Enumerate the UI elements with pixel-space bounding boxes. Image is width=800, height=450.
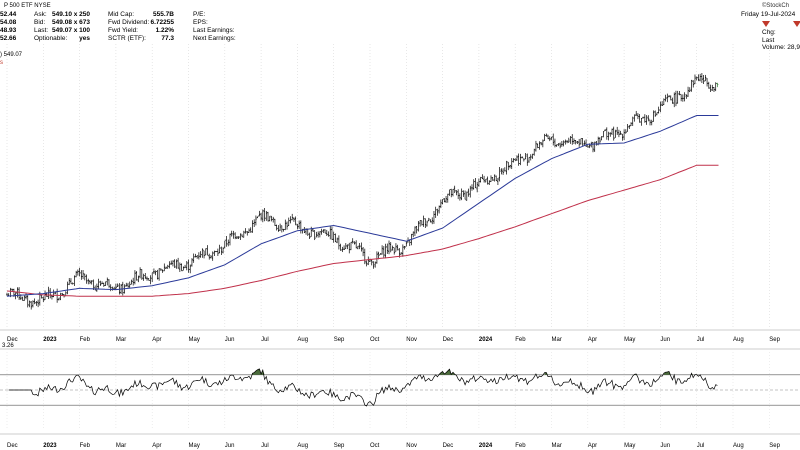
x-tick-label: Dec (7, 337, 18, 343)
x-tick-label: Sep (334, 443, 345, 449)
sctr-value: 77.3 (161, 35, 174, 42)
fwd-dividend-label: Fwd Dividend: (108, 19, 150, 26)
last-price-label: Last (762, 37, 775, 44)
x-tick-label: Oct (370, 337, 380, 343)
eps-label: EPS: (193, 19, 208, 26)
x-tick-label: Feb (80, 443, 91, 449)
x-tick-label: Dec (443, 443, 454, 449)
price-grid (0, 44, 800, 331)
ask-value: 549.10 x 250 (52, 11, 90, 18)
sctr-label: SCTR (ETF): (108, 35, 146, 42)
indicator-panel (0, 348, 800, 435)
indicator-line (8, 368, 718, 407)
x-tick-label: Mar (116, 337, 126, 343)
chg-label: Chg: (762, 29, 776, 36)
x-tick-label: Nov (406, 337, 417, 343)
date-label: Friday 19-Jul-2024 (741, 11, 796, 18)
fwd-dividend-value: 6.72255 (150, 19, 175, 26)
down-arrow-icon-2 (793, 21, 800, 27)
x-tick-label: Mar (116, 443, 126, 449)
x-tick-label: Feb (515, 337, 526, 343)
x-tick-label: Sep (769, 337, 780, 343)
x-tick-label: Feb (80, 337, 91, 343)
x-tick-label: Oct (370, 443, 380, 449)
ma50-line (6, 115, 719, 297)
x-tick-label: Aug (733, 337, 744, 343)
x-tick-label: Dec (443, 337, 454, 343)
x-tick-label: 2024 (479, 443, 493, 449)
x-tick-label: Apr (588, 443, 597, 449)
x-tick-label: Jun (225, 443, 235, 449)
down-arrow-icon (762, 21, 770, 27)
last-earnings-label: Last Earnings: (193, 27, 235, 34)
pe-label: P/E: (193, 11, 206, 18)
mktcap-value: 555.7B (153, 11, 174, 18)
x-tick-label: Apr (588, 337, 597, 343)
x-tick-label: Jul (697, 443, 705, 449)
x-tick-label: Aug (297, 337, 308, 343)
bid-label: Bid: (34, 19, 46, 26)
marker-dot: s (0, 60, 3, 66)
x-tick-label: Nov (406, 443, 417, 449)
x-tick-label: 2023 (43, 443, 57, 449)
indicator-label: 3.26 (2, 343, 14, 349)
bid-value: 549.08 x 673 (52, 19, 90, 26)
ma200-line (6, 164, 719, 297)
x-tick-label: 2024 (479, 337, 493, 343)
x-tick-label: Jun (660, 443, 670, 449)
last-label: Last: (34, 27, 49, 34)
price-bars (6, 73, 719, 310)
x-tick-label: Jun (660, 337, 670, 343)
optionable-label: Optionable: (34, 35, 68, 42)
volume-label: Volume: 28,9 (762, 44, 800, 51)
x-tick-label: Jul (261, 443, 269, 449)
fwd-yield-value: 1.22% (155, 27, 174, 34)
symbol-line: P 500 ETF NYSE (4, 3, 51, 9)
stat-value-4: 52.66 (0, 35, 17, 42)
stat-value-2: 54.08 (0, 19, 17, 26)
x-tick-label: Mar (552, 337, 562, 343)
brand-label: ©StockCh (762, 3, 790, 9)
next-earnings-label: Next Earnings: (193, 35, 236, 42)
stat-value-3: 48.93 (0, 27, 17, 34)
last-value: 549.07 x 100 (52, 27, 90, 34)
x-tick-label: Aug (733, 443, 744, 449)
mktcap-label: Mid Cap: (108, 11, 135, 18)
overbought-fill (252, 368, 702, 375)
x-tick-label: Sep (334, 337, 345, 343)
optionable-value: yes (79, 35, 90, 42)
x-tick-label: Sep (769, 443, 780, 449)
x-tick-label: May (624, 443, 635, 449)
x-tick-label: May (624, 337, 635, 343)
x-tick-label: Mar (552, 443, 562, 449)
x-tick-label: 2023 (43, 337, 57, 343)
x-tick-label: May (189, 337, 200, 343)
stat-value-1: 52.44 (0, 11, 17, 18)
x-tick-label: Jul (697, 337, 705, 343)
ask-label: Ask: (34, 11, 47, 18)
x-tick-label: Jul (261, 337, 269, 343)
price-marker: ) 549.07 (0, 52, 23, 58)
x-tick-label: Dec (7, 443, 18, 449)
indicator-x-axis: Dec 2023 Feb Mar Apr May Jun Jul Aug Sep Oct Nov Dec… (7, 443, 781, 449)
x-tick-label: Jun (225, 337, 235, 343)
fwd-yield-label: Fwd Yield: (108, 27, 138, 34)
x-tick-label: May (189, 443, 200, 449)
price-x-axis: Dec 2023 Feb Mar Apr May Jun Jul Aug Sep Oct Nov Dec… (7, 337, 781, 343)
x-tick-label: Apr (152, 337, 161, 343)
x-tick-label: Feb (515, 443, 526, 449)
x-tick-label: Apr (152, 443, 161, 449)
x-tick-label: Aug (297, 443, 308, 449)
